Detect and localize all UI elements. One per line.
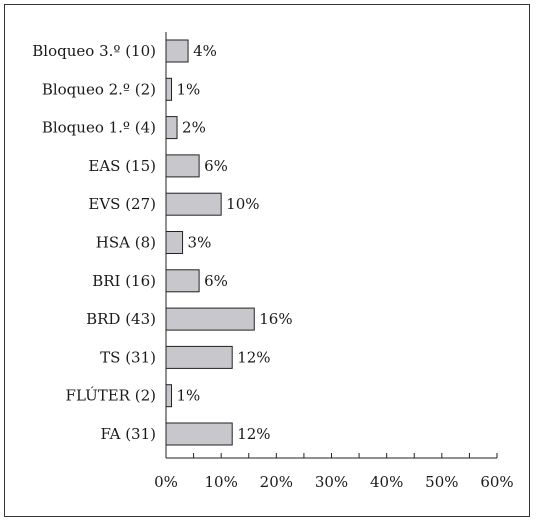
- value-label: 6%: [204, 157, 228, 175]
- x-tick-label: 30%: [315, 473, 348, 491]
- bar: [165, 384, 173, 408]
- category-label: Bloqueo 3.º (10): [32, 42, 156, 60]
- bar: [165, 307, 255, 331]
- bar: [165, 192, 222, 216]
- value-label: 2%: [182, 119, 206, 137]
- x-tick-label: 50%: [425, 473, 458, 491]
- chart-frame: [4, 4, 530, 517]
- x-tick-label: 0%: [154, 473, 178, 491]
- category-label: BRD (43): [86, 310, 156, 328]
- value-label: 1%: [177, 387, 201, 405]
- value-label: 16%: [259, 310, 292, 328]
- x-tick-label: 60%: [480, 473, 513, 491]
- bar: [165, 116, 178, 140]
- value-label: 12%: [237, 425, 270, 443]
- bar: [165, 422, 233, 446]
- value-label: 10%: [226, 195, 259, 213]
- value-label: 3%: [188, 234, 212, 252]
- category-label: FLÚTER (2): [66, 387, 156, 405]
- bar: [165, 231, 184, 254]
- x-tick-label: 40%: [370, 473, 403, 491]
- category-label: FA (31): [101, 425, 157, 443]
- category-label: Bloqueo 2.º (2): [42, 80, 156, 98]
- x-tick-label: 20%: [260, 473, 293, 491]
- category-label: BRI (16): [92, 272, 156, 290]
- category-label: EVS (27): [88, 195, 156, 213]
- bar: [165, 154, 200, 178]
- value-label: 6%: [204, 272, 228, 290]
- category-label: Bloqueo 1.º (4): [42, 119, 156, 137]
- x-tick-label: 10%: [204, 473, 237, 491]
- bar: [165, 77, 173, 101]
- category-label: HSA (8): [96, 234, 156, 252]
- category-label: EAS (15): [88, 157, 156, 175]
- value-label: 12%: [237, 348, 270, 366]
- value-label: 1%: [177, 80, 201, 98]
- value-label: 4%: [193, 42, 217, 60]
- category-label: TS (31): [100, 348, 156, 366]
- bar: [165, 269, 200, 293]
- bar: [165, 345, 233, 369]
- bar: [165, 39, 189, 63]
